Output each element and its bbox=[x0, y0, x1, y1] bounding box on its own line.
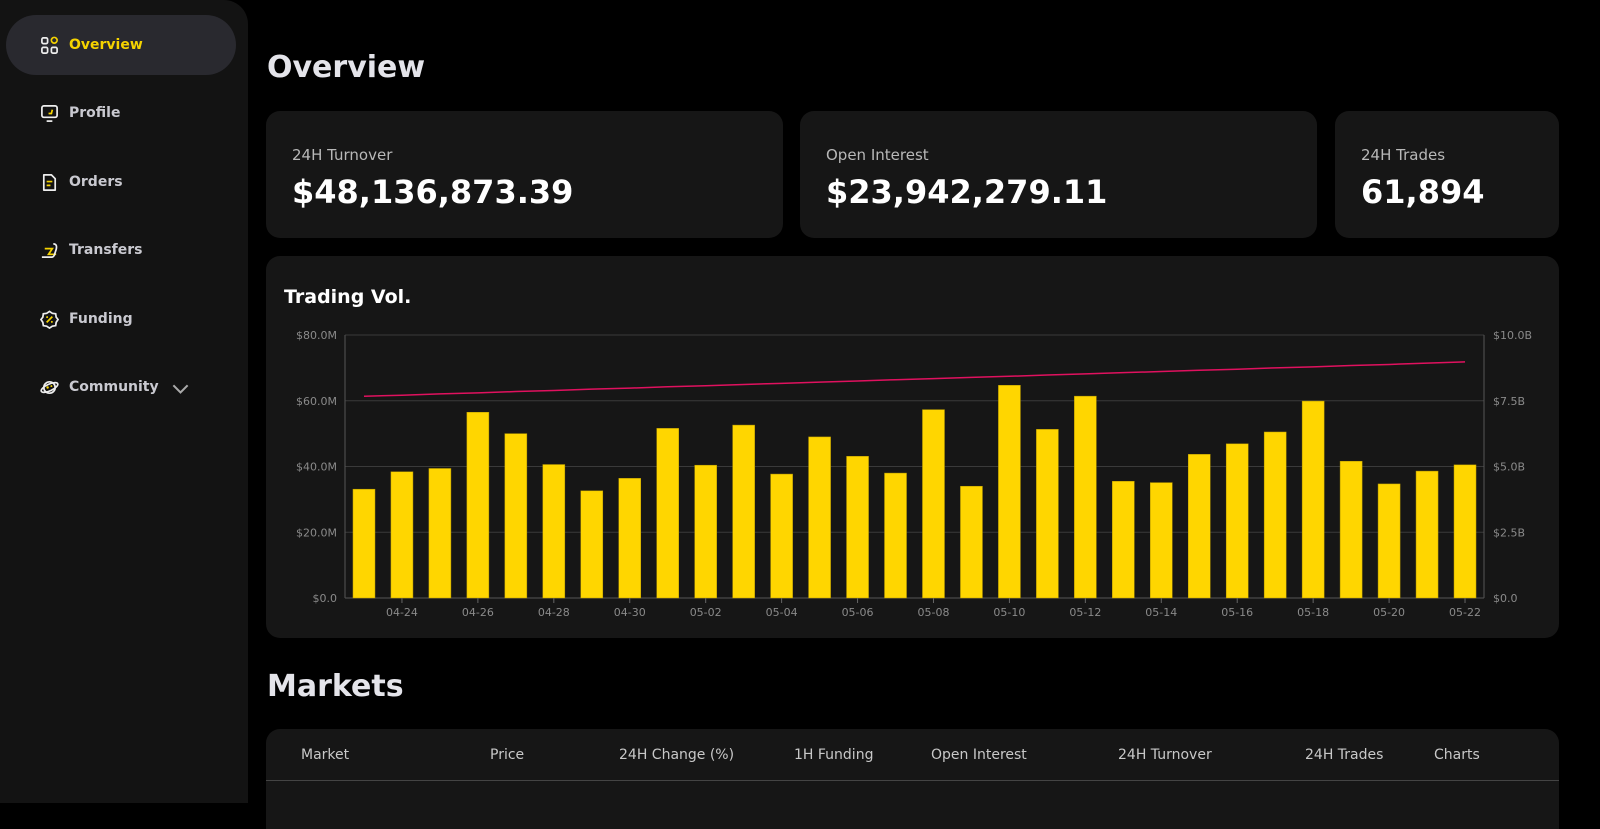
chevron-down-icon[interactable] bbox=[171, 379, 190, 398]
bar-04-27 bbox=[504, 433, 528, 599]
monitor-icon bbox=[41, 104, 58, 122]
column-header-charts: Charts bbox=[1434, 747, 1480, 763]
bar-05-04 bbox=[770, 473, 793, 599]
bar-05-15 bbox=[1187, 454, 1211, 599]
column-header-24h-turnover[interactable]: 24H Turnover bbox=[1118, 747, 1212, 763]
transfer-icon bbox=[41, 242, 58, 258]
sidebar-item-label: Overview bbox=[69, 37, 143, 53]
bar-04-23 bbox=[352, 488, 376, 599]
x-tick-label: 05-18 bbox=[1297, 606, 1329, 619]
trading-volume-chart: $0.0 $20.0M $40.0M $60.0M $80.0M $0.0 $2.5B $5.… bbox=[296, 329, 1532, 619]
sidebar-item-funding[interactable]: Funding bbox=[6, 289, 236, 349]
y-right-tick-label: $5.0B bbox=[1493, 461, 1525, 474]
sidebar-item-label: Community bbox=[69, 379, 159, 395]
stat-card-open-interest: Open Interest $23,942,279.11 bbox=[800, 111, 1317, 238]
x-tick-label: 05-12 bbox=[1069, 606, 1101, 619]
page-title: Overview bbox=[267, 50, 426, 85]
y-left-tick-label: $60.0M bbox=[296, 395, 337, 408]
sidebar-item-label: Profile bbox=[69, 105, 121, 121]
bar-05-19 bbox=[1339, 460, 1363, 599]
bar-05-16 bbox=[1225, 443, 1249, 599]
y-left-tick-label: $0.0 bbox=[313, 592, 338, 605]
y-right-tick-label: $2.5B bbox=[1493, 526, 1525, 539]
bar-05-12 bbox=[1074, 395, 1097, 599]
stat-value: $23,942,279.11 bbox=[826, 173, 1108, 211]
bar-05-14 bbox=[1150, 482, 1173, 599]
x-tick-label: 05-08 bbox=[917, 606, 949, 619]
bar-05-08 bbox=[922, 409, 945, 599]
x-tick-label: 05-16 bbox=[1221, 606, 1253, 619]
sidebar-item-orders[interactable]: Orders bbox=[6, 152, 236, 212]
document-icon bbox=[42, 173, 57, 191]
bar-05-22 bbox=[1453, 464, 1477, 599]
grid-icon bbox=[41, 36, 58, 54]
sidebar-item-label: Transfers bbox=[69, 242, 143, 258]
bar-04-28 bbox=[542, 464, 566, 599]
sidebar: Overview Profile Orders Transfers Fundin… bbox=[0, 0, 248, 803]
column-header-open-interest[interactable]: Open Interest bbox=[931, 747, 1027, 763]
bar-05-17 bbox=[1263, 431, 1287, 599]
markets-title: Markets bbox=[267, 669, 404, 704]
bar-05-09 bbox=[960, 485, 983, 599]
bar-04-30 bbox=[618, 478, 642, 599]
bar-05-07 bbox=[884, 472, 907, 599]
stat-card-turnover: 24H Turnover $48,136,873.39 bbox=[266, 111, 783, 238]
y-left-tick-label: $20.0M bbox=[296, 526, 337, 539]
percent-badge-icon bbox=[40, 309, 59, 329]
bar-05-10 bbox=[998, 385, 1021, 599]
sidebar-item-community[interactable]: Community bbox=[6, 357, 236, 417]
chart-title: Trading Vol. bbox=[284, 286, 412, 308]
bar-04-29 bbox=[580, 490, 604, 599]
y-left-tick-label: $80.0M bbox=[296, 329, 337, 342]
sidebar-item-profile[interactable]: Profile bbox=[6, 83, 236, 143]
bar-04-26 bbox=[466, 412, 490, 599]
x-tick-label: 05-14 bbox=[1145, 606, 1177, 619]
column-header-1h-funding[interactable]: 1H Funding bbox=[794, 747, 874, 763]
stat-label: 24H Trades bbox=[1361, 146, 1446, 164]
sidebar-item-overview[interactable]: Overview bbox=[6, 15, 236, 75]
sidebar-item-label: Orders bbox=[69, 174, 123, 190]
y-left-tick-label: $40.0M bbox=[296, 461, 337, 474]
stat-label: Open Interest bbox=[826, 146, 929, 164]
table-header-divider bbox=[266, 780, 1559, 781]
bar-05-20 bbox=[1377, 483, 1401, 599]
column-header-price[interactable]: Price bbox=[490, 747, 525, 763]
stat-value: $48,136,873.39 bbox=[292, 173, 574, 211]
x-tick-label: 04-28 bbox=[538, 606, 570, 619]
bar-05-06 bbox=[846, 456, 869, 599]
stat-label: 24H Turnover bbox=[292, 146, 393, 164]
x-tick-label: 04-30 bbox=[614, 606, 646, 619]
y-right-tick-label: $0.0 bbox=[1493, 592, 1518, 605]
bar-05-21 bbox=[1415, 470, 1439, 599]
bar-05-05 bbox=[808, 436, 831, 599]
column-header-market[interactable]: Market bbox=[301, 747, 350, 763]
bar-05-03 bbox=[732, 424, 755, 599]
y-right-tick-label: $7.5B bbox=[1493, 395, 1525, 408]
bar-05-11 bbox=[1036, 429, 1059, 599]
y-right-tick-label: $10.0B bbox=[1493, 329, 1532, 342]
x-tick-label: 05-20 bbox=[1373, 606, 1405, 619]
x-tick-label: 05-10 bbox=[993, 606, 1025, 619]
stat-card-trades: 24H Trades 61,894 bbox=[1335, 111, 1559, 238]
bar-05-13 bbox=[1112, 481, 1135, 599]
x-tick-label: 04-24 bbox=[386, 606, 418, 619]
x-tick-label: 05-06 bbox=[842, 606, 874, 619]
bar-04-24 bbox=[390, 471, 414, 599]
x-tick-label: 05-04 bbox=[766, 606, 798, 619]
bar-05-01 bbox=[656, 428, 679, 599]
column-header-24h-trades[interactable]: 24H Trades bbox=[1305, 747, 1384, 763]
bar-04-25 bbox=[428, 468, 452, 599]
bar-05-18 bbox=[1301, 400, 1325, 599]
sidebar-item-label: Funding bbox=[69, 311, 133, 327]
markets-table: Market Price 24H Change (%) 1H Funding O… bbox=[266, 729, 1559, 829]
x-tick-label: 05-02 bbox=[690, 606, 722, 619]
x-tick-label: 04-26 bbox=[462, 606, 494, 619]
column-header-24h-change[interactable]: 24H Change (%) bbox=[619, 747, 735, 763]
planet-icon bbox=[40, 380, 59, 394]
bar-05-02 bbox=[694, 464, 717, 599]
sidebar-item-transfers[interactable]: Transfers bbox=[6, 220, 236, 280]
x-tick-label: 05-22 bbox=[1449, 606, 1481, 619]
cumulative-volume-line bbox=[363, 361, 1466, 398]
stat-value: 61,894 bbox=[1361, 173, 1485, 211]
